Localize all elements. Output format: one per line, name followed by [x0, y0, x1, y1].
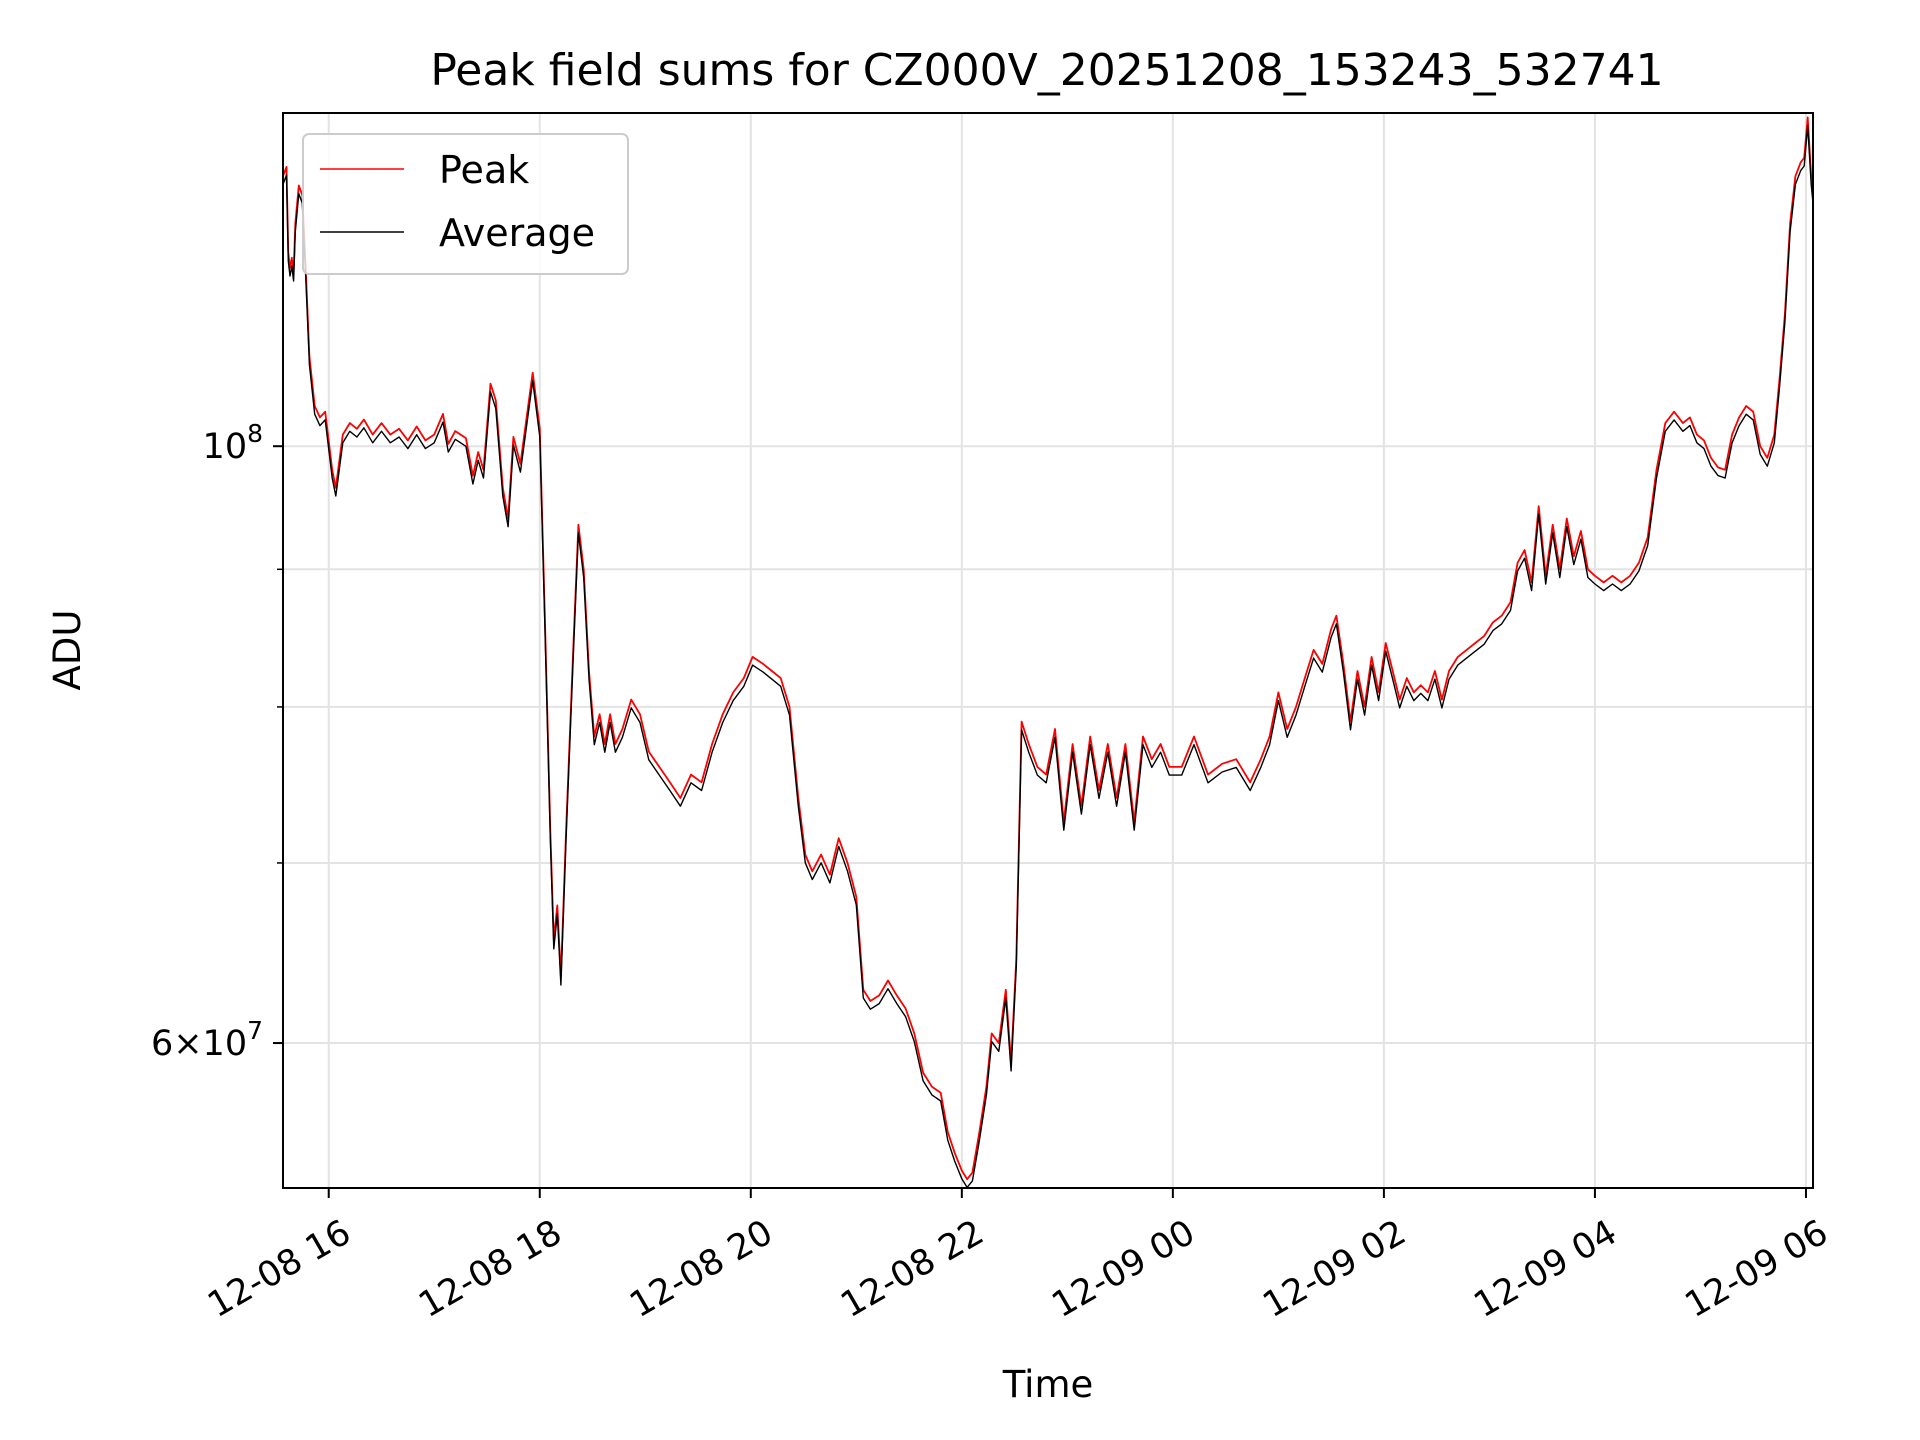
legend-label-average: Average: [439, 211, 595, 255]
legend-label-peak: Peak: [439, 148, 529, 192]
y-tick-label: 108: [203, 419, 263, 467]
legend: Peak Average: [302, 133, 629, 275]
grid: [283, 113, 1813, 1188]
x-axis-label: Time: [1002, 1363, 1094, 1406]
series-area: [283, 116, 1813, 1188]
series-line-average: [283, 124, 1813, 1188]
y-axis-ticks: 108 6×107: [151, 419, 283, 1064]
chart-title: Peak field sums for CZ000V_20251208_1532…: [430, 45, 1663, 96]
y-tick-label: 6×107: [151, 1016, 263, 1064]
axes-frame: [282, 112, 1814, 1189]
y-axis-label: ADU: [46, 610, 89, 691]
